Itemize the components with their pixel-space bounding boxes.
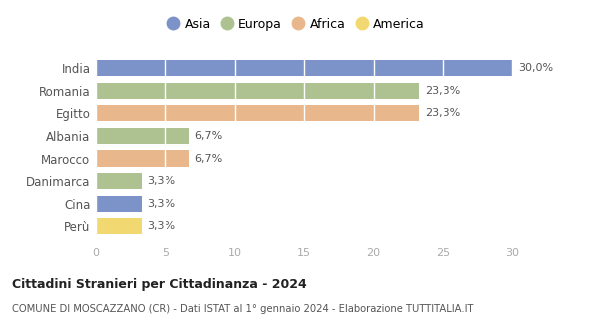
Bar [96, 60, 512, 76]
Text: COMUNE DI MOSCAZZANO (CR) - Dati ISTAT al 1° gennaio 2024 - Elaborazione TUTTITA: COMUNE DI MOSCAZZANO (CR) - Dati ISTAT a… [12, 304, 473, 314]
Bar [96, 150, 189, 167]
Bar [96, 105, 419, 121]
Bar [96, 173, 142, 189]
Text: 6,7%: 6,7% [194, 154, 223, 164]
Text: 3,3%: 3,3% [148, 199, 175, 209]
Bar [96, 218, 142, 235]
Legend: Asia, Europa, Africa, America: Asia, Europa, Africa, America [164, 15, 427, 33]
Bar [96, 196, 142, 212]
Bar [96, 83, 419, 99]
Text: 6,7%: 6,7% [194, 131, 223, 141]
Bar [96, 128, 189, 144]
Text: 3,3%: 3,3% [148, 176, 175, 186]
Text: 23,3%: 23,3% [425, 86, 460, 96]
Text: 23,3%: 23,3% [425, 108, 460, 118]
Text: 30,0%: 30,0% [518, 63, 553, 73]
Text: 3,3%: 3,3% [148, 221, 175, 231]
Text: Cittadini Stranieri per Cittadinanza - 2024: Cittadini Stranieri per Cittadinanza - 2… [12, 278, 307, 292]
